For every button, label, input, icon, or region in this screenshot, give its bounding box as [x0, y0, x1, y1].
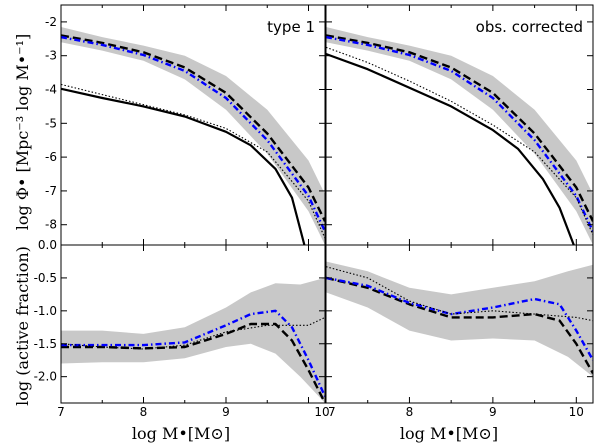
x-tick-label: 7	[57, 405, 65, 419]
x-tick-label: 8	[140, 405, 148, 419]
series-dashdot-line	[61, 309, 325, 397]
panel-label: type 1	[267, 18, 315, 36]
series-solid-line	[61, 87, 306, 245]
y-tick-label: -7	[45, 184, 57, 198]
series-dashdot-line	[61, 35, 325, 233]
tick-labels-group: -2 -3 -4 -5 -6 -7 -8 type 1 obs. corrected 0.0 -0.…	[34, 15, 584, 419]
y-tick-label: -4	[45, 83, 57, 97]
series-dashdot-line	[326, 276, 593, 361]
series-dash-line	[61, 34, 325, 222]
x-axis-label-left: log M•[M⊙]	[132, 424, 230, 443]
series-solid-line	[326, 52, 575, 245]
uncertainty-band	[326, 261, 593, 377]
x-tick-label: 8	[406, 405, 414, 419]
panels-group	[60, 4, 594, 404]
series-dash-line	[326, 276, 593, 374]
y-tick-label: -5	[45, 116, 57, 130]
series-dotted-line	[61, 83, 325, 239]
y-tick-label: -2	[45, 15, 57, 29]
x-tick-label: 9	[222, 405, 230, 419]
panel-bottom-1	[326, 261, 593, 377]
y-tick-label: -2.0	[34, 370, 57, 384]
series-dotted-line	[326, 266, 593, 322]
y-tick-label: -8	[45, 218, 57, 232]
x-tick-label: 10	[314, 405, 329, 419]
uncertainty-band	[61, 27, 325, 245]
series-dash-line	[326, 34, 593, 222]
panel-bottom-0	[61, 277, 325, 403]
series-dashdot-line	[326, 35, 593, 233]
panel-top-0	[61, 27, 325, 245]
x-tick-label: 9	[489, 405, 497, 419]
y-tick-label: 0.0	[38, 238, 57, 252]
x-tick-label: 10	[569, 405, 584, 419]
series-dash-line	[61, 322, 325, 403]
y-tick-label: -1.5	[34, 337, 57, 351]
panel-top-1	[326, 27, 593, 245]
x-tick-label: 7	[328, 405, 336, 419]
y-axis-label-bottom: log (active fraction)	[13, 246, 32, 406]
panel-frame	[325, 244, 594, 404]
panel-frame	[60, 244, 326, 404]
y-tick-label: -6	[45, 150, 57, 164]
y-tick-label: -3	[45, 49, 57, 63]
uncertainty-band	[61, 277, 325, 403]
y-tick-label: -0.5	[34, 271, 57, 285]
uncertainty-band	[326, 27, 593, 245]
x-axis-label-right: log M•[M⊙]	[400, 424, 498, 443]
y-tick-label: -1.0	[34, 304, 57, 318]
y-axis-label-top: log Φ• [Mpc⁻³ log M•⁻¹]	[13, 34, 32, 231]
panel-label: obs. corrected	[476, 18, 583, 36]
